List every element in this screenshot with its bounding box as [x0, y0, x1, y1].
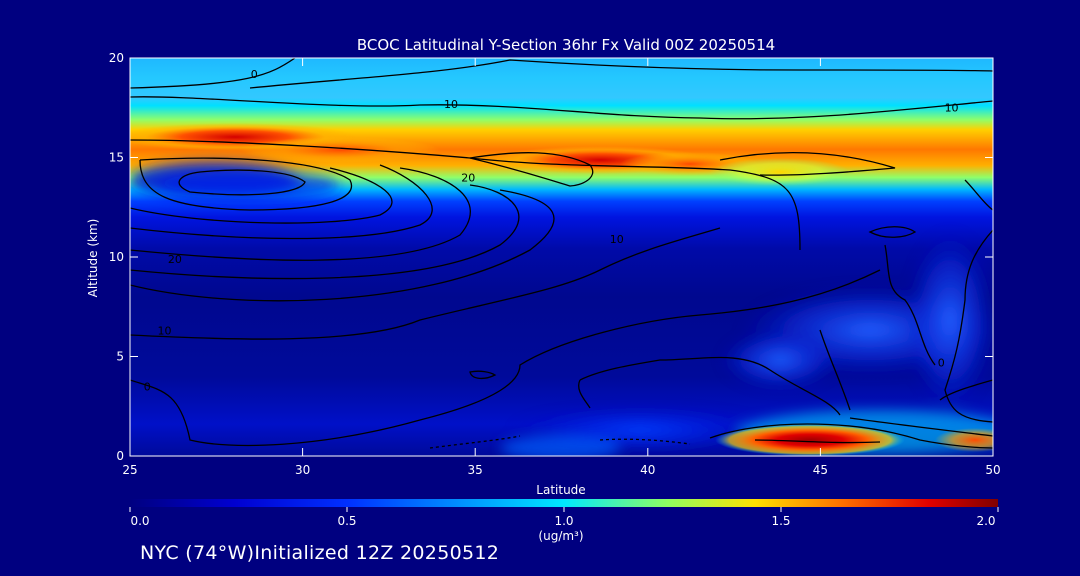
run-info: NYC (74°W)Initialized 12Z 20250512	[140, 542, 500, 564]
contour-line	[130, 269, 881, 447]
x-tick-label: 35	[468, 463, 483, 477]
y-tick-label: 20	[109, 51, 124, 65]
contour-line	[578, 379, 591, 409]
contour-line	[130, 189, 555, 302]
contour-label: 20	[461, 171, 475, 184]
contour-label: 0	[938, 356, 945, 369]
contour-line	[178, 169, 306, 196]
contour-label: 10	[610, 233, 624, 246]
y-axis: 0 5 10 15 20	[109, 51, 993, 463]
contour-line	[139, 157, 353, 211]
contour-line	[130, 139, 801, 251]
contour-label: 20	[168, 253, 182, 266]
x-tick-label: 45	[813, 463, 828, 477]
colorbar	[130, 499, 998, 507]
contour-line	[754, 439, 881, 444]
x-tick-label: 40	[640, 463, 655, 477]
contour-line	[429, 435, 521, 449]
y-tick-label: 10	[109, 250, 124, 264]
contour-labels: 0 10 10 20 10 20 10 0 0	[144, 68, 959, 393]
contour-lines	[130, 58, 993, 449]
colorbar-unit-label: (ug/m³)	[538, 529, 583, 543]
contour-line	[849, 417, 993, 437]
x-tick-label: 50	[985, 463, 1000, 477]
colorbar-tick-label: 0.0	[130, 514, 149, 528]
contour-line	[130, 167, 393, 224]
contour-label: 10	[158, 325, 172, 338]
contour-line	[130, 164, 433, 240]
x-tick-label: 30	[295, 463, 310, 477]
y-tick-label: 0	[116, 449, 124, 463]
x-tick-label: 25	[122, 463, 137, 477]
x-axis-label: Latitude	[536, 483, 585, 497]
colorbar-tick-label: 2.0	[976, 514, 995, 528]
contour-line	[819, 329, 851, 411]
contour-label: 10	[444, 98, 458, 111]
contour-line	[964, 179, 993, 211]
contour-line	[939, 379, 993, 401]
contour-line	[249, 59, 993, 89]
contour-line	[130, 167, 471, 261]
contour-line	[579, 356, 841, 416]
contour-line	[884, 244, 936, 366]
contour-line	[719, 152, 896, 176]
contour-line	[130, 96, 993, 120]
y-axis-label: Altitude (km)	[86, 219, 100, 298]
chart-title: BCOC Latitudinal Y-Section 36hr Fx Valid…	[357, 36, 775, 54]
contour-line	[868, 226, 917, 238]
contour-line	[130, 58, 296, 89]
contour-line	[469, 152, 594, 187]
contour-line	[130, 227, 721, 340]
contour-line	[944, 229, 993, 423]
contour-label: 0	[144, 380, 151, 393]
contour-line	[709, 423, 993, 449]
heatmap-base	[130, 58, 993, 456]
contour-line	[469, 370, 497, 380]
contour-line	[130, 184, 520, 280]
heatmap-field: 0 10 10 20 10 20 10 0 0	[130, 58, 993, 456]
x-axis: 25 30 35 40 45 50	[122, 58, 1001, 477]
colorbar-tick-label: 0.5	[337, 514, 356, 528]
y-tick-label: 5	[116, 350, 124, 364]
colorbar-tick-label: 1.0	[554, 514, 573, 528]
contour-label: 10	[945, 102, 959, 115]
colorbar-tick-label: 1.5	[771, 514, 790, 528]
colorbar-ticks: 0.0 0.5 1.0 1.5 2.0	[129, 507, 999, 528]
y-tick-label: 15	[109, 151, 124, 165]
contour-label: 0	[251, 68, 258, 81]
